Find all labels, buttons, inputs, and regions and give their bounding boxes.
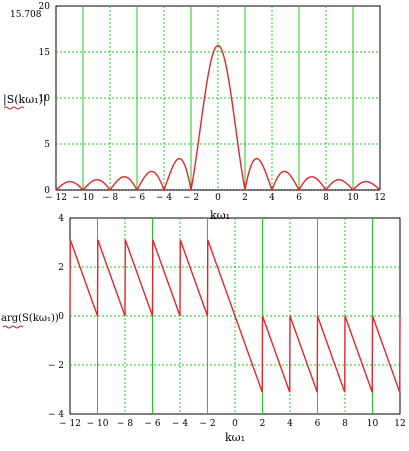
y-tick-label: 15 (39, 48, 51, 58)
phase-x-axis-label: kω₁ (225, 431, 245, 444)
x-tick-label: − 4 (172, 419, 188, 429)
magnitude-grid (56, 6, 380, 191)
phase-y-axis-label: arg(S(kω₁)) (1, 313, 59, 324)
phase-y-label-underline (2, 325, 24, 329)
x-tick-label: − 2 (199, 419, 215, 429)
x-tick-label: − 12 (59, 419, 81, 429)
x-tick-label: 0 (232, 419, 238, 429)
phase-tick-labels: − 12 − 10 − 8 − 6 − 4 − 2 0 2 4 6 8 10 12 − 4 − 2 0 2 4 (48, 214, 406, 429)
x-tick-label: 6 (315, 419, 321, 429)
x-tick-label: 8 (323, 193, 329, 203)
x-tick-label: 12 (374, 193, 385, 203)
y-tick-label: 4 (58, 214, 64, 224)
y-tick-label: 2 (58, 263, 64, 273)
x-tick-label: − 10 (72, 193, 94, 203)
x-tick-label: 0 (215, 193, 221, 203)
y-tick-label: − 4 (48, 410, 64, 420)
x-tick-label: 10 (367, 419, 379, 429)
magnitude-series-line (55, 44, 381, 193)
x-tick-label: 6 (296, 193, 302, 203)
magnitude-peak-label: 15.708 (10, 10, 42, 20)
x-tick-label: − 6 (144, 419, 160, 429)
y-tick-label: 0 (58, 312, 64, 322)
y-tick-label: − 2 (48, 361, 64, 371)
magnitude-x-axis-label: kω₁ (210, 209, 230, 222)
y-tick-label: 0 (44, 186, 50, 196)
phase-chart: − 12 − 10 − 8 − 6 − 4 − 2 0 2 4 6 8 10 12 − 4 − 2 0 2 4 a… (1, 214, 406, 444)
x-tick-label: 2 (242, 193, 248, 203)
phase-series-line (69, 239, 401, 393)
x-tick-label: 4 (269, 193, 275, 203)
x-tick-label: − 4 (156, 193, 172, 203)
x-tick-label: 10 (347, 193, 359, 203)
y-tick-label: 5 (44, 140, 50, 150)
x-tick-label: − 8 (117, 419, 133, 429)
magnitude-y-label-underline (3, 106, 25, 110)
y-tick-label: 10 (39, 94, 51, 104)
x-tick-label: 2 (260, 419, 266, 429)
x-tick-label: − 2 (183, 193, 199, 203)
x-tick-label: 8 (342, 419, 348, 429)
x-tick-label: − 8 (102, 193, 118, 203)
x-tick-label: 4 (287, 419, 293, 429)
x-tick-label: 12 (394, 419, 405, 429)
magnitude-tick-labels: − 12 − 10 − 8 − 6 − 4 − 2 0 2 4 6 8 10 12 0 5 10 15 20 (39, 2, 386, 203)
x-tick-label: − 12 (45, 193, 67, 203)
magnitude-y-axis-label: |S(kω₁)| (3, 93, 47, 107)
y-tick-label: 20 (39, 2, 51, 12)
x-tick-label: − 10 (87, 419, 109, 429)
magnitude-chart: − 12 − 10 − 8 − 6 − 4 − 2 0 2 4 6 8 10 12 0 5 10 15 20 15… (3, 2, 386, 222)
x-tick-label: − 6 (129, 193, 145, 203)
